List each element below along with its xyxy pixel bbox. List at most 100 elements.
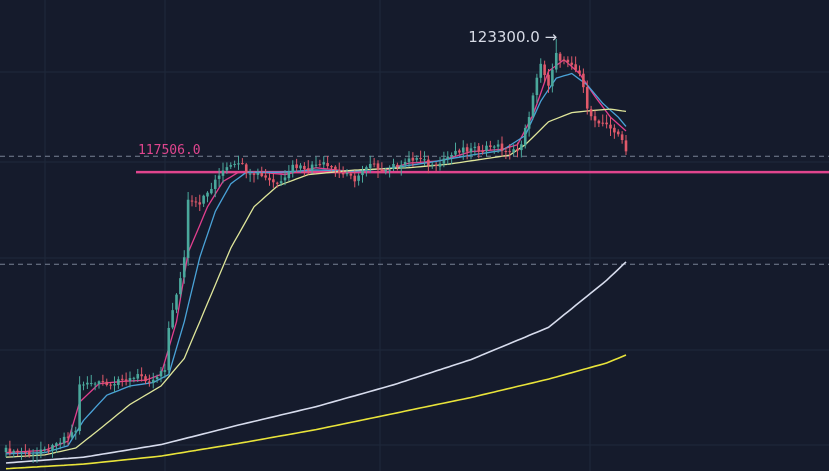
candle-body [543, 64, 546, 76]
candle-body [55, 443, 58, 446]
candle-body [605, 122, 608, 125]
ema-mid-line [5, 72, 627, 455]
candle-body [419, 158, 422, 160]
candle-body [210, 188, 213, 194]
candle-body [512, 149, 515, 153]
candle-body [299, 165, 302, 169]
candle-body [89, 383, 93, 385]
candle-body [558, 53, 562, 61]
candle-body [516, 148, 519, 151]
candle-body [105, 381, 109, 385]
candle-body [58, 442, 62, 445]
candle-body [16, 450, 19, 453]
candle-body [469, 148, 473, 153]
candle-body [589, 109, 593, 117]
candle-body [458, 150, 461, 153]
candle-body [51, 445, 54, 451]
candle-body [384, 170, 388, 172]
candle-body [349, 173, 353, 176]
candle-body [446, 156, 450, 160]
candle-body [148, 381, 151, 383]
candle-body [113, 384, 116, 386]
candle-body [171, 310, 174, 328]
candle-body [450, 154, 453, 157]
candle-body [248, 173, 252, 175]
candle-body [229, 165, 233, 167]
candle-body [326, 163, 329, 167]
candle-body [423, 159, 426, 161]
candle-body [454, 150, 457, 155]
candle-body [295, 164, 298, 169]
candle-body [365, 167, 368, 171]
candle-body [613, 127, 616, 133]
candle-body [260, 172, 264, 177]
candle-body [481, 151, 484, 153]
high-price-label: 123300.0 → [468, 28, 557, 46]
candle-body [62, 436, 66, 444]
candle-body [570, 62, 574, 65]
candle-body [609, 124, 612, 129]
candle-body [101, 381, 105, 383]
candle-body [202, 195, 205, 204]
candle-body [368, 163, 372, 168]
candle-body [527, 117, 531, 129]
candle-body [597, 120, 601, 124]
candle-body [186, 199, 190, 258]
candle-body [109, 384, 112, 386]
candle-body [20, 452, 23, 454]
candle-body [35, 453, 39, 455]
candle-body [477, 146, 481, 152]
candle-body [136, 374, 140, 379]
candle-body [8, 448, 12, 454]
candle-body [314, 164, 318, 166]
candle-body [287, 171, 291, 179]
candle-body [407, 158, 411, 162]
candle-body [272, 179, 275, 183]
candle-body [24, 451, 27, 453]
candle-body [117, 379, 120, 386]
candle-body [128, 378, 132, 382]
candle-body [396, 164, 399, 168]
candle-body [357, 175, 360, 181]
candle-body [291, 164, 295, 173]
candle-body [620, 134, 624, 141]
candle-body [434, 164, 438, 166]
candle-body [554, 52, 558, 70]
candle-body [430, 164, 434, 166]
candle-body [167, 327, 171, 371]
candle-body [97, 381, 101, 385]
candle-body [322, 162, 326, 165]
candle-body [47, 449, 50, 452]
candle-body [275, 182, 279, 184]
candle-body [4, 447, 8, 453]
candle-body [213, 179, 217, 189]
candle-body [43, 448, 47, 451]
candle-body [31, 454, 35, 456]
candle-body [306, 168, 310, 171]
candle-body [279, 181, 283, 184]
candle-body [415, 158, 419, 160]
candle-body [194, 201, 198, 203]
candle-body [593, 116, 597, 121]
candle-body [330, 166, 333, 168]
candle-body [86, 382, 89, 385]
ema-slow-line [5, 108, 627, 458]
candle-body [264, 175, 267, 178]
candle-body [496, 144, 500, 147]
candle-body [175, 294, 178, 310]
candle-body [70, 432, 74, 438]
candle-body [500, 143, 504, 151]
candle-body [473, 146, 477, 148]
candle-body [132, 377, 136, 379]
candle-body [78, 384, 81, 432]
candle-body [566, 59, 570, 63]
candle-body [535, 77, 539, 96]
candle-body [233, 163, 236, 165]
candle-body [120, 378, 124, 380]
candle-body [353, 175, 357, 182]
ma-long-line [5, 261, 627, 464]
candle-body [12, 450, 16, 453]
candle-body [461, 147, 465, 153]
candle-body [562, 59, 566, 61]
